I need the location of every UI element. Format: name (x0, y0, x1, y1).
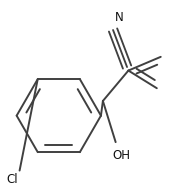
Text: N: N (115, 11, 123, 23)
Text: OH: OH (113, 149, 131, 162)
Text: Cl: Cl (7, 174, 18, 187)
